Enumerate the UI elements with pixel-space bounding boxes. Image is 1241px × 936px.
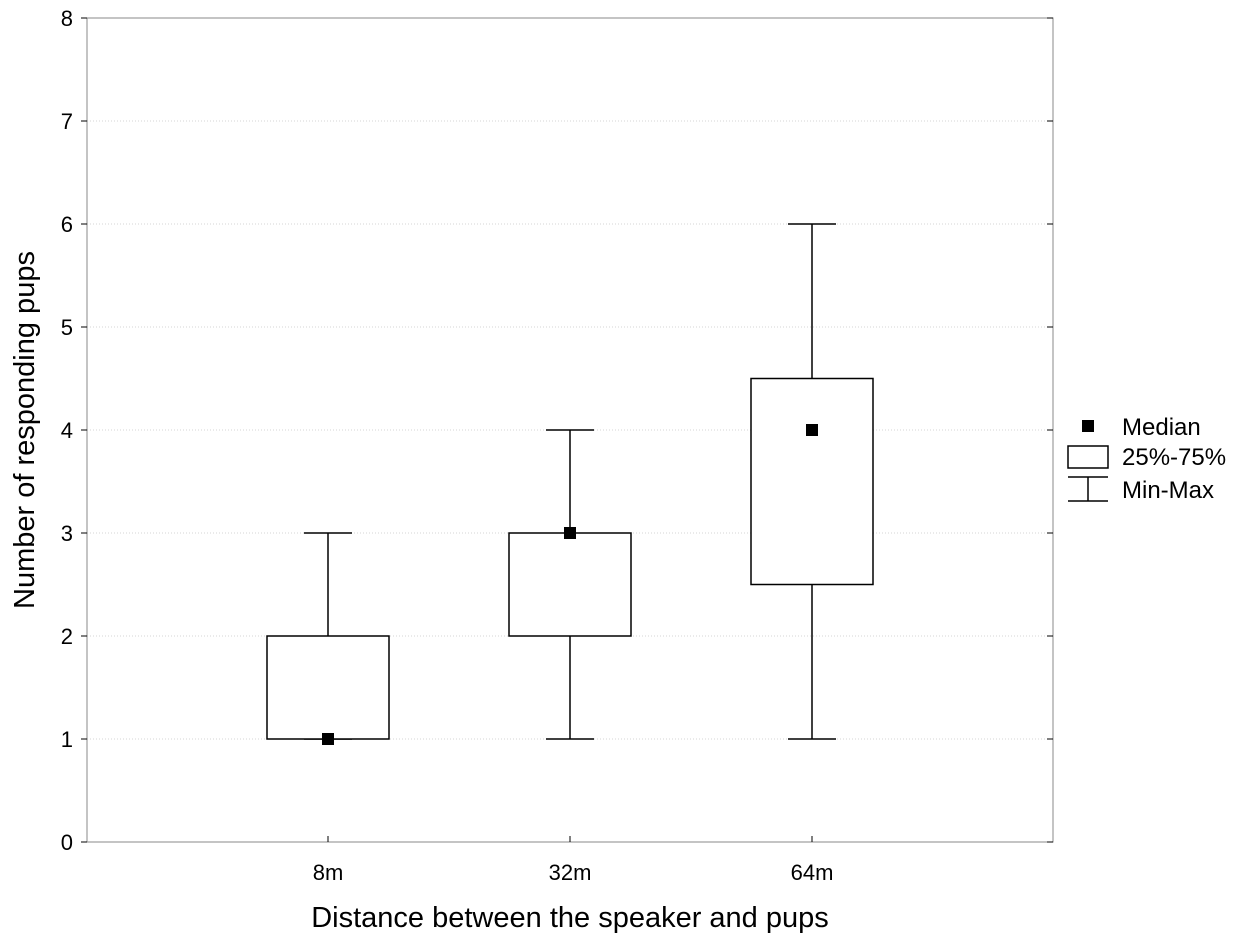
y-tick-label-8: 8 [61,6,73,31]
legend-box-marker [1067,445,1109,469]
y-axis-title: Number of responding pups [9,251,41,609]
legend-box-label: 25%-75% [1122,444,1226,471]
boxes [266,223,874,745]
median-marker [322,733,334,745]
legend-median-marker [1082,420,1094,432]
box-group-8m [266,532,390,745]
y-tick-label-0: 0 [61,830,73,855]
legend-whisker-label: Min-Max [1122,477,1214,504]
iqr-box [750,377,874,586]
legend-whisker-marker [1068,476,1108,502]
y-tick-label-7: 7 [61,109,73,134]
median-marker [806,424,818,436]
x-tick-label-8m: 8m [313,860,344,885]
box-group-64m [750,223,874,740]
y-tick-label-2: 2 [61,624,73,649]
x-axis-ticks: 8m 32m 64m [313,836,834,885]
y-tick-label-4: 4 [61,418,73,443]
y-tick-label-5: 5 [61,315,73,340]
y-tick-label-1: 1 [61,727,73,752]
legend-median-label: Median [1122,414,1201,441]
x-tick-label-32m: 32m [549,860,592,885]
iqr-box [508,532,632,637]
iqr-box [266,635,390,740]
x-axis-title: Distance between the speaker and pups [311,902,829,934]
y-tick-label-6: 6 [61,212,73,237]
legend: Median 25%-75% Min-Max [1067,414,1226,504]
median-marker [564,527,576,539]
y-axis-ticks: 0 1 2 3 4 5 6 7 8 [61,6,1053,855]
box-group-32m [508,429,632,740]
y-tick-label-3: 3 [61,521,73,546]
x-tick-label-64m: 64m [791,860,834,885]
